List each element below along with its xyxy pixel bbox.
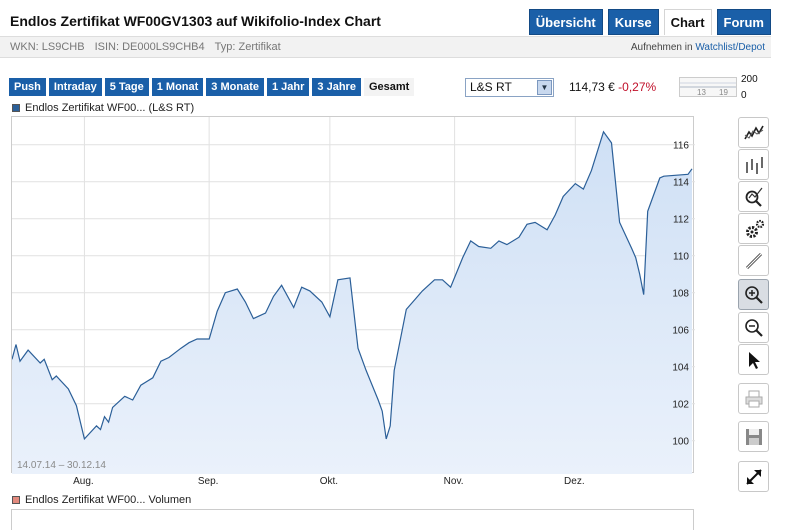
range-push[interactable]: Push — [9, 78, 46, 96]
range-3-years[interactable]: 3 Jahre — [312, 78, 361, 96]
price-area-fill — [12, 131, 692, 475]
range-1-month[interactable]: 1 Monat — [151, 78, 204, 96]
exchange-select[interactable]: L&S RT ▼ — [465, 78, 554, 97]
top-nav: Übersicht Kurse Chart Forum — [528, 9, 771, 35]
tab-quotes[interactable]: Kurse — [607, 9, 659, 35]
date-range-label: 14.07.14 – 30.12.14 — [17, 460, 106, 471]
range-3-months[interactable]: 3 Monate — [206, 78, 264, 96]
mini-scale-bottom: 0 — [741, 90, 747, 101]
chevron-down-icon: ▼ — [537, 80, 552, 95]
volume-chart[interactable] — [11, 509, 694, 530]
mini-volume-chart[interactable]: 13 19 — [679, 77, 737, 97]
watchlist-link[interactable]: Watchlist/Depot — [695, 42, 765, 53]
zoom-out-icon — [744, 318, 763, 337]
mini-scale-top: 200 — [741, 74, 758, 85]
volume-legend-label: Endlos Zertifikat WF00... Volumen — [25, 494, 192, 506]
x-tick-label: Okt. — [319, 476, 339, 487]
fullscreen-icon — [745, 468, 762, 485]
mini-chart-graphic — [680, 82, 736, 88]
range-1-year[interactable]: 1 Jahr — [266, 78, 310, 96]
draw-tool-icon — [745, 252, 762, 269]
price-legend-swatch — [12, 104, 20, 112]
price-series-line — [11, 130, 693, 441]
settings-button[interactable] — [738, 213, 769, 244]
isin-label: ISIN: DE000LS9CHB4 — [94, 41, 205, 53]
x-tick-label: Aug. — [73, 476, 94, 487]
y-tick-label: 104 — [672, 363, 689, 374]
tab-overview[interactable]: Übersicht — [528, 9, 603, 35]
settings-icon — [745, 219, 764, 238]
volume-legend-swatch — [12, 496, 20, 504]
print-icon — [745, 390, 762, 407]
volume-legend: Endlos Zertifikat WF00... Volumen — [12, 494, 191, 506]
tab-forum[interactable]: Forum — [716, 9, 771, 35]
x-tick-label: Sep. — [197, 476, 219, 487]
price-chart[interactable]: 100 102 104 106 108 110 112 114 116 14.07.14 – 30… — [11, 116, 695, 475]
pointer-icon — [748, 351, 760, 369]
mini-chart-label-2: 19 — [719, 88, 728, 97]
type-label: Typ: Zertifikat — [214, 41, 281, 53]
line-chart-icon — [743, 125, 764, 139]
y-tick-label: 102 — [672, 400, 689, 411]
zoom-in-icon — [744, 285, 763, 304]
range-intraday[interactable]: Intraday — [48, 78, 102, 96]
y-tick-label: 116 — [673, 141, 689, 152]
time-range-bar: Push Intraday 5 Tage 1 Monat 3 Monate 1 … — [9, 78, 415, 96]
line-chart-button[interactable] — [738, 117, 769, 148]
y-tick-label: 112 — [673, 215, 689, 226]
mini-chart-label-1: 13 — [697, 88, 706, 97]
quote-change: -0,27% — [618, 80, 657, 94]
price-chart-svg: 100 102 104 106 108 110 112 114 116 14.07.14 – 30… — [11, 117, 695, 475]
pointer-button[interactable] — [738, 344, 769, 375]
y-tick-label: 108 — [672, 289, 689, 300]
page-title: Endlos Zertifikat WF00GV1303 auf Wikifol… — [10, 13, 381, 29]
exchange-select-value: L&S RT — [470, 80, 512, 94]
watchlist-prefix: Aufnehmen in — [630, 42, 693, 53]
y-tick-label: 100 — [672, 437, 689, 448]
instrument-info-bar: WKN: LS9CHB ISIN: DE000LS9CHB4 Typ: Zert… — [0, 36, 771, 58]
price-legend: Endlos Zertifikat WF00... (L&S RT) — [12, 102, 194, 114]
tab-chart[interactable]: Chart — [663, 9, 712, 35]
range-5-days[interactable]: 5 Tage — [104, 78, 149, 96]
draw-tool-button[interactable] — [738, 245, 769, 276]
quote-display: 114,73 € -0,27% — [569, 80, 656, 94]
range-total[interactable]: Gesamt — [363, 78, 415, 96]
instrument-ids: WKN: LS9CHB ISIN: DE000LS9CHB4 Typ: Zert… — [10, 41, 281, 53]
y-tick-label: 106 — [672, 326, 689, 337]
price-legend-label: Endlos Zertifikat WF00... (L&S RT) — [25, 102, 195, 114]
ohlc-chart-button[interactable] — [738, 149, 769, 180]
fullscreen-button[interactable] — [738, 461, 769, 492]
x-tick-label: Dez. — [564, 476, 585, 487]
save-icon — [745, 428, 762, 445]
wkn-label: WKN: LS9CHB — [10, 41, 85, 53]
print-button[interactable] — [738, 383, 769, 414]
save-button[interactable] — [738, 421, 769, 452]
ohlc-chart-icon — [745, 156, 763, 174]
zoom-in-button[interactable] — [738, 279, 769, 310]
zoom-out-button[interactable] — [738, 312, 769, 343]
indicator-button[interactable] — [738, 181, 769, 212]
quote-price: 114,73 € — [569, 80, 615, 94]
y-tick-label: 110 — [673, 252, 689, 263]
watchlist-area: Aufnehmen in Watchlist/Depot — [631, 42, 765, 53]
indicator-icon — [745, 187, 762, 207]
y-tick-label: 114 — [673, 178, 689, 189]
x-tick-label: Nov. — [443, 476, 464, 487]
